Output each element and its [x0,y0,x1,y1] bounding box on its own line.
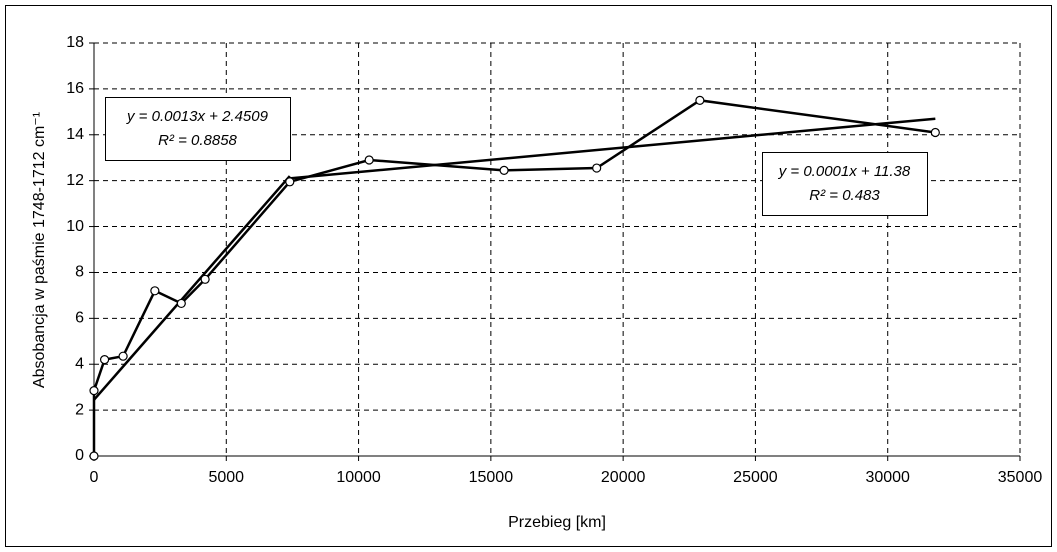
data-point [592,163,602,173]
y-tick-label: 6 [75,310,84,327]
x-tick-label: 15000 [469,469,514,486]
y-tick-label: 8 [75,264,84,281]
y-tick-label: 2 [75,401,84,418]
data-point [99,355,110,365]
data-point [89,386,99,396]
y-tick-label: 16 [66,80,84,97]
trend-equation: y = 0.0001x + 11.38 [778,163,911,180]
x-tick-label: 35000 [998,469,1043,486]
data-point [118,351,128,361]
x-tick-label: 25000 [733,469,778,486]
trendline [93,175,291,401]
y-tick-label: 4 [75,355,84,372]
x-tick-label: 5000 [208,469,244,486]
chart-border [5,5,1052,547]
data-point [150,286,160,296]
y-tick-label: 0 [75,447,84,464]
data-point [930,127,940,138]
x-tick-label: 0 [90,469,99,486]
data-point [285,177,295,187]
data-point [176,298,186,309]
y-tick-label: 18 [66,34,84,51]
annotation-box [762,152,928,216]
y-tick-label: 14 [66,126,84,143]
y-tick-label: 12 [66,172,84,189]
x-tick-label: 20000 [601,469,646,486]
data-point [499,165,509,175]
data-point [364,155,374,165]
trend-equation: y = 0.0013x + 2.4509 [126,108,269,125]
data-point [89,451,99,461]
y-axis-label: Absobancja w paśmie 1748-1712 cm⁻¹ [31,112,48,388]
x-axis-label: Przebieg [km] [508,514,606,531]
x-tick-label: 10000 [336,469,381,486]
data-point [200,274,210,284]
trendline [289,117,936,180]
annotation-box [105,97,291,161]
trend-r2: R² = 0.8858 [158,132,237,149]
y-tick-label: 10 [66,218,84,235]
data-point [695,95,705,105]
x-tick-label: 30000 [865,469,910,486]
trend-r2: R² = 0.483 [809,187,880,204]
